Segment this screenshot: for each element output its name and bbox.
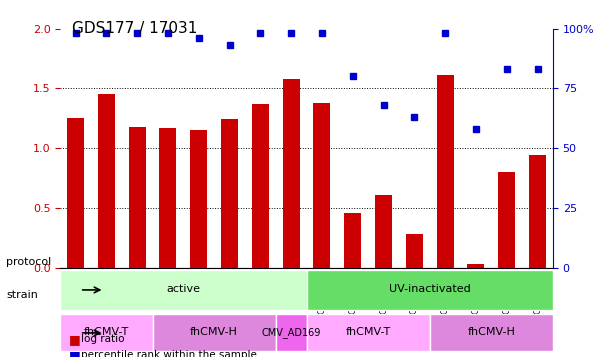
Text: log ratio: log ratio bbox=[81, 334, 124, 344]
Text: ■: ■ bbox=[69, 333, 81, 346]
Bar bbox=[344, 212, 361, 267]
Text: fhCMV-T: fhCMV-T bbox=[346, 327, 391, 337]
Bar bbox=[67, 118, 84, 267]
Text: fhCMV-H: fhCMV-H bbox=[190, 327, 238, 337]
Bar bbox=[437, 75, 454, 267]
FancyBboxPatch shape bbox=[430, 315, 553, 351]
Text: UV-inactivated: UV-inactivated bbox=[389, 284, 471, 294]
Bar bbox=[191, 130, 207, 267]
Bar bbox=[406, 234, 423, 267]
FancyBboxPatch shape bbox=[307, 270, 553, 310]
Bar bbox=[529, 155, 546, 267]
Bar bbox=[314, 103, 331, 267]
FancyBboxPatch shape bbox=[60, 315, 153, 351]
Text: fhCMV-H: fhCMV-H bbox=[468, 327, 515, 337]
Bar bbox=[282, 79, 299, 267]
Bar bbox=[468, 264, 484, 267]
Text: GDS177 / 17031: GDS177 / 17031 bbox=[72, 21, 198, 36]
Text: CMV_AD169: CMV_AD169 bbox=[261, 327, 321, 337]
Bar bbox=[129, 126, 145, 267]
Text: active: active bbox=[166, 284, 200, 294]
FancyBboxPatch shape bbox=[307, 315, 430, 351]
Bar bbox=[221, 119, 238, 267]
Bar bbox=[498, 172, 515, 267]
Bar bbox=[252, 104, 269, 267]
Text: fhCMV-T: fhCMV-T bbox=[84, 327, 129, 337]
Bar bbox=[159, 128, 176, 267]
Text: protocol: protocol bbox=[6, 257, 51, 267]
FancyBboxPatch shape bbox=[276, 315, 307, 351]
FancyBboxPatch shape bbox=[60, 270, 307, 310]
FancyBboxPatch shape bbox=[153, 315, 276, 351]
Bar bbox=[98, 94, 115, 267]
Text: ■: ■ bbox=[69, 349, 81, 357]
Text: percentile rank within the sample: percentile rank within the sample bbox=[81, 350, 257, 357]
Text: strain: strain bbox=[6, 290, 38, 300]
Bar bbox=[375, 195, 392, 267]
